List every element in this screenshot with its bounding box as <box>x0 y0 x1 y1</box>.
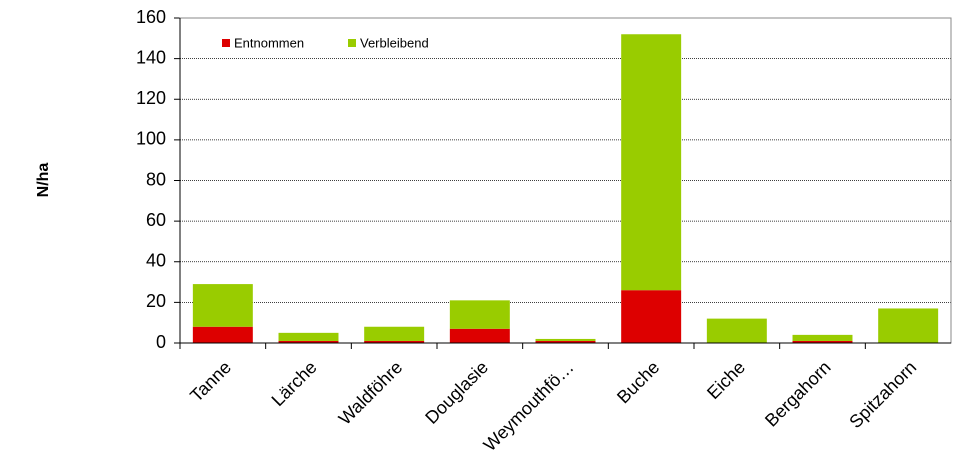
y-tick-label: 20 <box>146 291 166 311</box>
x-tick-label: Bergahorn <box>761 357 835 431</box>
y-tick-label: 100 <box>136 129 166 149</box>
bar-segment <box>621 34 682 291</box>
y-tick-label: 0 <box>156 332 166 352</box>
legend-swatch <box>348 39 356 47</box>
bar-segment <box>792 334 853 341</box>
bar-segment <box>535 340 596 343</box>
bar-segment <box>278 332 339 341</box>
y-tick-label: 140 <box>136 47 166 67</box>
bar-segment <box>364 326 425 341</box>
y-tick-label: 160 <box>136 7 166 27</box>
bar-segment <box>449 300 510 329</box>
y-tick-label: 60 <box>146 210 166 230</box>
bar-segment <box>364 340 425 343</box>
y-axis-label: N/ha <box>35 163 52 198</box>
y-tick-label: 40 <box>146 251 166 271</box>
bar-segment <box>535 338 596 341</box>
plot-border <box>179 17 952 344</box>
x-tick-label: Spitzahorn <box>845 357 920 432</box>
bar-segment <box>449 328 510 343</box>
bar-segment <box>792 340 853 343</box>
legend-label: Entnommen <box>234 35 304 50</box>
bar-segment <box>192 284 253 327</box>
bar-segment <box>278 340 339 343</box>
bar-segment <box>878 308 939 343</box>
x-tick-label: Weymouthfö… <box>480 357 578 455</box>
y-tick-label: 80 <box>146 169 166 189</box>
legend-label: Verbleibend <box>360 35 429 50</box>
x-tick-label: Tanne <box>186 357 235 406</box>
y-tick-label: 120 <box>136 88 166 108</box>
bar-segment <box>706 318 767 343</box>
x-tick-label: Waldföhre <box>335 357 407 429</box>
bar-segment <box>621 290 682 343</box>
x-tick-label: Lärche <box>268 357 321 410</box>
legend-swatch <box>222 39 230 47</box>
x-tick-label: Buche <box>613 357 663 407</box>
x-tick-label: Douglasie <box>421 357 492 428</box>
x-tick-label: Eiche <box>703 357 749 403</box>
bar-segment <box>192 326 253 343</box>
